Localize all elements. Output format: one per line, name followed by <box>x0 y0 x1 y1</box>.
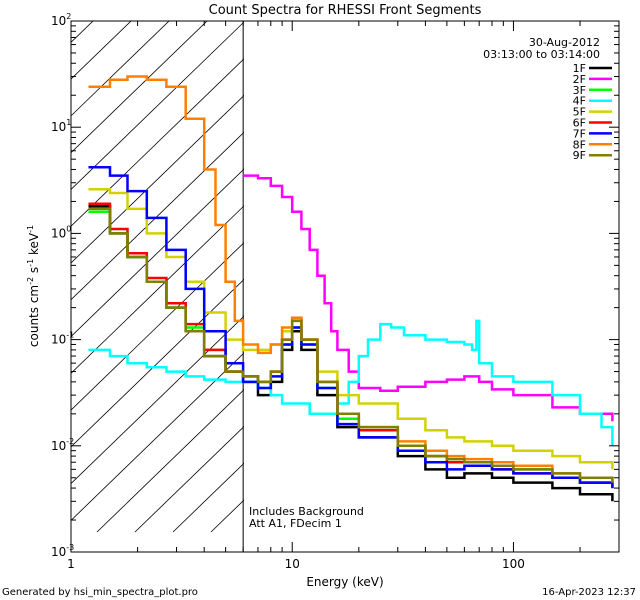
hatch-line <box>71 242 244 411</box>
hatch-line <box>71 352 244 521</box>
hatched-region <box>71 0 640 533</box>
hatch-line <box>71 21 244 190</box>
series-line-4f <box>88 319 614 446</box>
hatch-line <box>287 0 640 532</box>
series-lines <box>88 75 614 502</box>
hatch-line <box>71 131 244 301</box>
y-tick-labels: 10-3 10-2 10-1 100 101 102 <box>51 12 74 559</box>
hatch-line <box>134 425 244 533</box>
legend-label-2f: 2F <box>573 73 586 86</box>
axis-ticks <box>70 21 620 553</box>
footer-date: 16-Apr-2023 12:37 <box>542 587 636 598</box>
x-tick-labels: 1 10 100 <box>67 557 525 571</box>
hatch-line <box>71 278 244 448</box>
legend-label-6f: 6F <box>573 117 586 130</box>
hatch-line <box>71 21 208 154</box>
y-tick-label: 10-1 <box>51 331 74 347</box>
legend-label-3f: 3F <box>573 84 586 97</box>
x-tick-label: 1 <box>67 557 75 571</box>
hatch-line <box>71 21 170 117</box>
annotation-background: Includes Background <box>249 505 364 518</box>
y-axis-label: counts cm-2 s-1 keV-1 <box>26 225 41 347</box>
y-tick-label: 10-3 <box>51 543 74 559</box>
y-tick-label: 100 <box>51 224 71 240</box>
annotation-attenuator: Att A1, FDecim 1 <box>249 517 342 530</box>
hatch-line <box>71 94 244 264</box>
x-tick-label: 100 <box>502 557 525 571</box>
hatch-line <box>71 315 244 485</box>
hatch-line <box>71 205 244 374</box>
hatch-line <box>71 168 244 338</box>
legend-label-5f: 5F <box>573 106 586 119</box>
legend-label-1f: 1F <box>573 62 586 75</box>
x-tick-label: 10 <box>285 557 300 571</box>
chart-title: Count Spectra for RHESSI Front Segments <box>209 3 482 18</box>
hatch-line <box>96 389 244 533</box>
date-label: 30-Aug-2012 <box>529 36 600 49</box>
series-line-2f <box>243 174 614 422</box>
hatch-line <box>71 21 132 80</box>
series-line-7f <box>88 165 614 489</box>
legend-label-4f: 4F <box>573 95 586 108</box>
hatch-line <box>71 21 94 43</box>
y-tick-label: 101 <box>51 118 71 134</box>
time-range-label: 03:13:00 to 03:14:00 <box>483 48 600 61</box>
legend-label-7f: 7F <box>573 127 586 140</box>
y-tick-label: 10-2 <box>51 437 74 453</box>
legend-label-8f: 8F <box>573 138 586 151</box>
series-line-9f <box>88 207 614 483</box>
footer-generator: Generated by hsi_min_spectra_plot.pro <box>2 587 198 598</box>
plot-frame <box>70 20 620 553</box>
y-tick-label: 102 <box>51 12 71 28</box>
x-axis-label: Energy (keV) <box>306 575 383 589</box>
legend-label-9f: 9F <box>573 149 586 162</box>
